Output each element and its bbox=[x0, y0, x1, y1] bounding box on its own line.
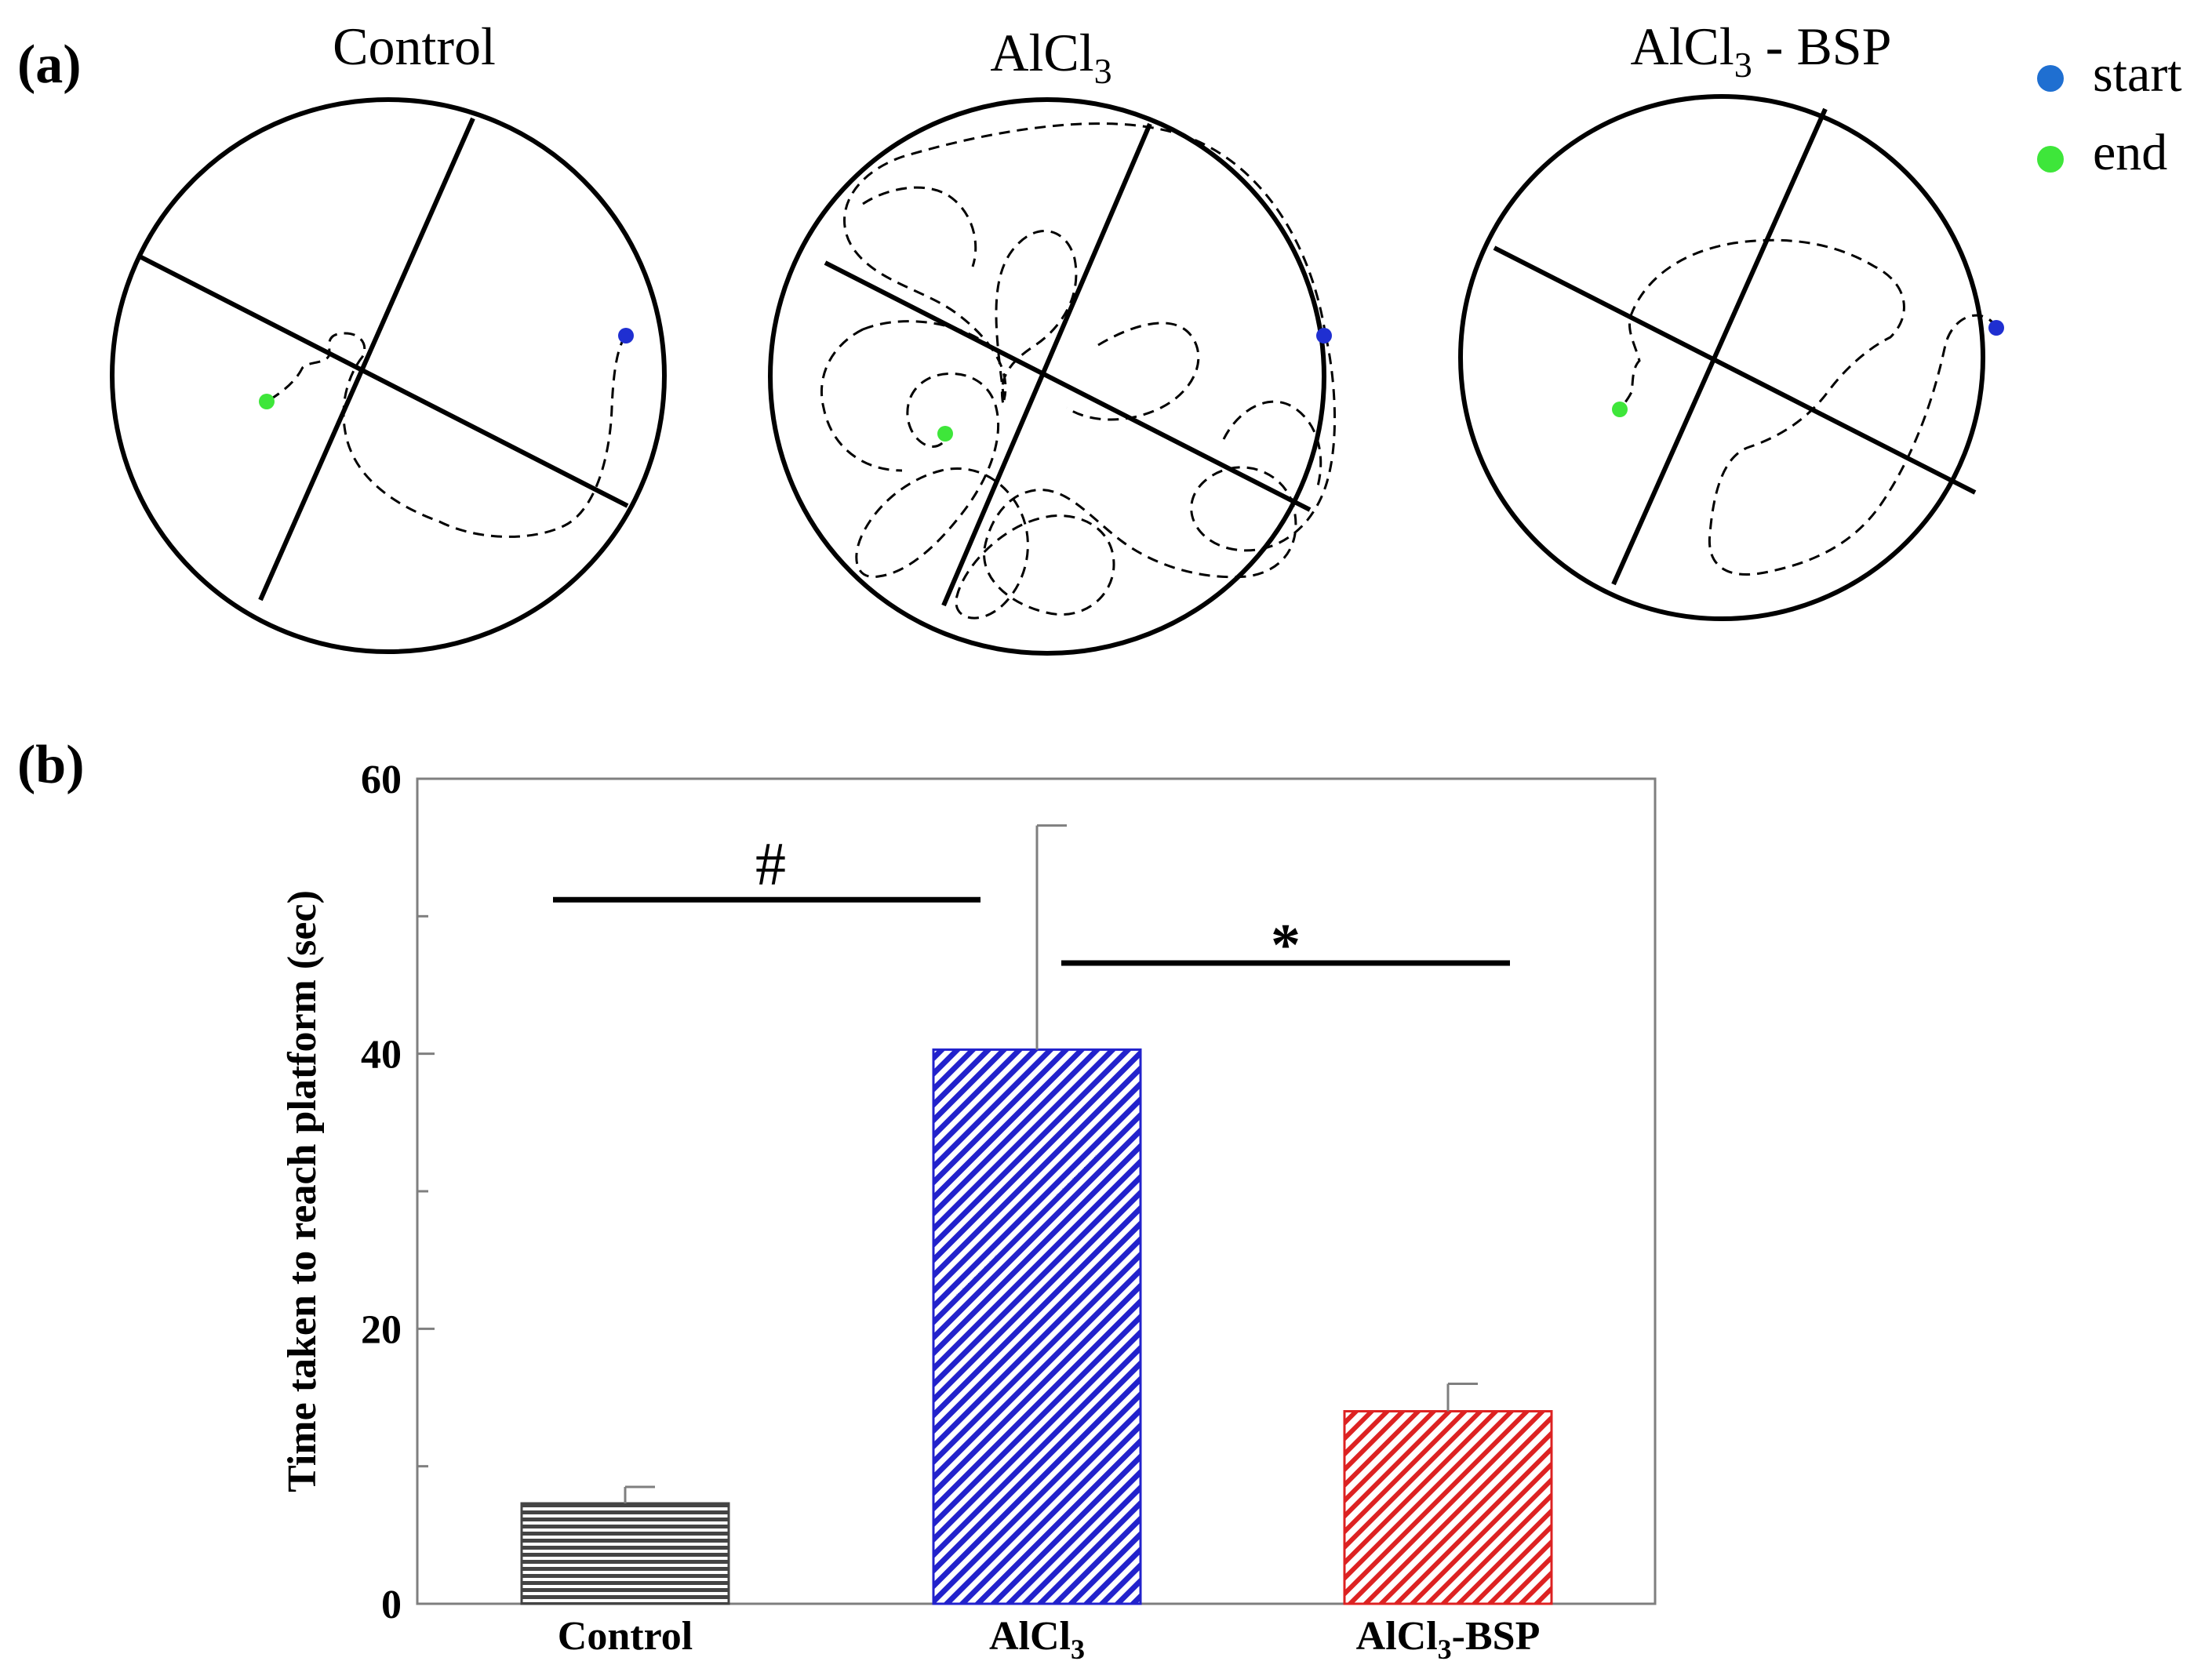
maze-alcl3-bsp-divider-1 bbox=[1611, 107, 1828, 586]
maze-alcl3-bsp-swim-path bbox=[1618, 238, 1998, 576]
legend-start-label: start bbox=[2093, 45, 2182, 103]
bar-0 bbox=[520, 1502, 730, 1605]
maze-alcl3-bsp-pool bbox=[1458, 94, 1985, 621]
y-tick-label: 20 bbox=[361, 1307, 402, 1352]
chart-significance: #* bbox=[553, 829, 1510, 978]
panel-a-label: (a) bbox=[17, 35, 82, 95]
maze-alcl3-pool bbox=[768, 97, 1326, 656]
maze-alcl3-end-marker bbox=[937, 426, 953, 442]
maze-alcl3-bsp-end-marker bbox=[1612, 402, 1628, 417]
maze-title-alcl3-main: AlCl bbox=[990, 23, 1093, 82]
maze-alcl3-bsp-start-marker bbox=[1988, 320, 2004, 336]
maze-control-pool bbox=[110, 97, 667, 654]
chart-error-bars bbox=[624, 824, 1478, 1504]
legend-end-label: end bbox=[2093, 124, 2167, 181]
x-tick-label-main: Control bbox=[558, 1614, 693, 1659]
maze-alcl3-divider-2 bbox=[824, 260, 1312, 512]
chart-bars bbox=[520, 1048, 1553, 1605]
chart-y-axis: 0 20 40 60 bbox=[361, 758, 435, 1627]
chart-x-tick-labels: Control AlCl3 AlCl3-BSP bbox=[558, 1614, 1541, 1665]
bar-chart: 0 20 40 60 Time taken to reach platform (se… bbox=[280, 758, 1657, 1665]
significance-symbol-0: # bbox=[755, 829, 786, 897]
maze-alcl3-bsp bbox=[1458, 94, 2004, 621]
legend-start-marker bbox=[2037, 65, 2064, 92]
chart-y-axis-label: Time taken to reach platform (sec) bbox=[280, 890, 325, 1492]
maze-control-end-marker bbox=[259, 394, 275, 409]
maze-title-alcl3-bsp: AlCl3 - BSP bbox=[1631, 16, 1892, 85]
x-tick-label-1: AlCl3 bbox=[989, 1614, 1085, 1665]
maze-control-divider-2 bbox=[138, 254, 629, 508]
maze-title-control: Control bbox=[333, 16, 496, 76]
maze-control bbox=[110, 97, 667, 654]
x-tick-label-main: AlCl bbox=[1356, 1614, 1438, 1659]
significance-symbol-1: * bbox=[1271, 912, 1301, 978]
x-tick-label-0: Control bbox=[558, 1614, 693, 1659]
maze-control-start-marker bbox=[618, 328, 634, 343]
x-tick-label-2: AlCl3-BSP bbox=[1356, 1614, 1541, 1665]
maze-alcl3-bsp-divider-2 bbox=[1493, 245, 1977, 495]
maze-control-swim-path bbox=[266, 332, 628, 538]
y-tick-label: 40 bbox=[361, 1033, 402, 1078]
maze-alcl3-swim-path bbox=[820, 122, 1337, 620]
x-tick-label-sub: 3 bbox=[1071, 1634, 1085, 1665]
maze-title-alcl3-bsp-suffix: - BSP bbox=[1752, 16, 1892, 76]
bar-2 bbox=[1343, 1410, 1553, 1605]
x-tick-label-main: AlCl bbox=[989, 1614, 1071, 1659]
y-tick-label: 0 bbox=[381, 1583, 402, 1627]
maze-alcl3-divider-1 bbox=[941, 122, 1152, 607]
bar-1 bbox=[932, 1048, 1142, 1605]
maze-alcl3 bbox=[768, 97, 1337, 656]
maze-title-alcl3: AlCl3 bbox=[990, 23, 1111, 91]
maze-control-divider-1 bbox=[258, 117, 475, 602]
maze-title-alcl3-bsp-main: AlCl bbox=[1631, 16, 1734, 76]
y-tick-label: 60 bbox=[361, 758, 402, 802]
maze-alcl3-start-marker bbox=[1316, 328, 1332, 343]
maze-title-alcl3-bsp-sub: 3 bbox=[1734, 45, 1752, 85]
x-tick-label-sub: 3 bbox=[1438, 1634, 1452, 1665]
panel-b-label: (b) bbox=[17, 735, 85, 795]
x-tick-label-suffix: -BSP bbox=[1452, 1614, 1541, 1659]
maze-title-alcl3-sub: 3 bbox=[1094, 51, 1112, 91]
legend-end-marker bbox=[2037, 146, 2064, 173]
